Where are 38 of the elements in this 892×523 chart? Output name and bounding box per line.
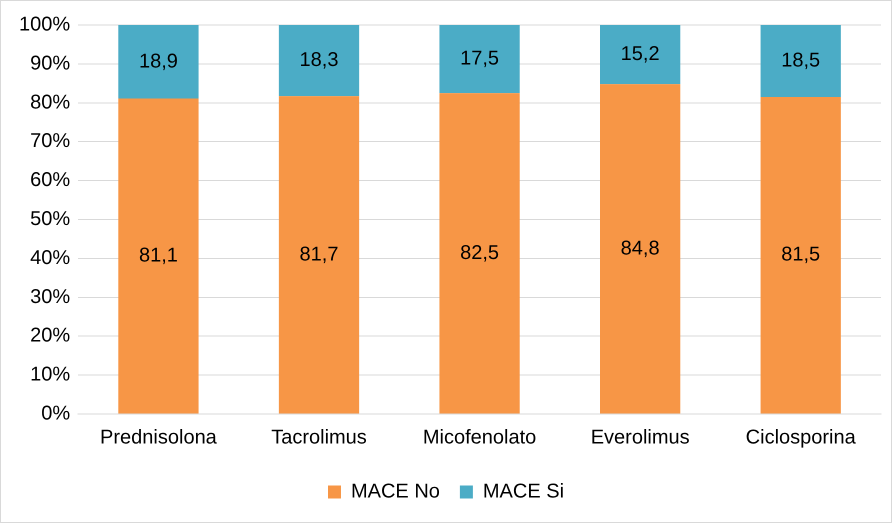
bar	[760, 25, 841, 97]
bar	[439, 25, 520, 94]
x-tick-label: Ciclosporina	[746, 426, 857, 449]
legend-label: MACE Si	[482, 480, 564, 503]
bar	[118, 98, 199, 414]
data-label: 18,5	[781, 50, 820, 72]
y-tick-label: 30%	[30, 286, 70, 308]
data-label: 18,9	[138, 50, 178, 72]
data-label: 84,8	[620, 237, 660, 260]
data-label: 81,7	[300, 243, 338, 266]
x-tick-label: Everolimus	[590, 426, 690, 449]
x-tick-label: Micofenolato	[422, 426, 536, 449]
x-tick-label: Tacrolimus	[271, 426, 367, 449]
y-tick-label: 20%	[30, 324, 70, 347]
x-tick-label: Prednisolona	[100, 426, 218, 449]
y-tick-label: 60%	[30, 169, 70, 192]
bar	[118, 25, 199, 99]
y-tick-label: 90%	[30, 52, 70, 74]
y-tick-label: 80%	[30, 91, 70, 114]
y-tick-label: 40%	[30, 246, 70, 269]
data-label: 15,2	[620, 43, 660, 66]
y-tick-label: 100%	[18, 14, 70, 36]
bar	[278, 96, 360, 414]
bar	[600, 25, 680, 84]
y-tick-label: 50%	[30, 208, 70, 230]
data-label: 17,5	[460, 48, 500, 70]
data-label: 18,3	[300, 49, 338, 72]
y-tick-label: 0%	[41, 402, 70, 425]
bar	[439, 93, 520, 414]
y-tick-label: 10%	[30, 364, 70, 386]
data-label: 81,5	[781, 244, 820, 266]
bar	[600, 84, 680, 414]
bar	[278, 25, 360, 96]
legend-label: MACE No	[350, 480, 440, 503]
data-label: 82,5	[460, 242, 500, 264]
bar	[760, 96, 841, 414]
y-tick-label: 70%	[30, 130, 70, 152]
data-label: 81,1	[138, 244, 178, 267]
